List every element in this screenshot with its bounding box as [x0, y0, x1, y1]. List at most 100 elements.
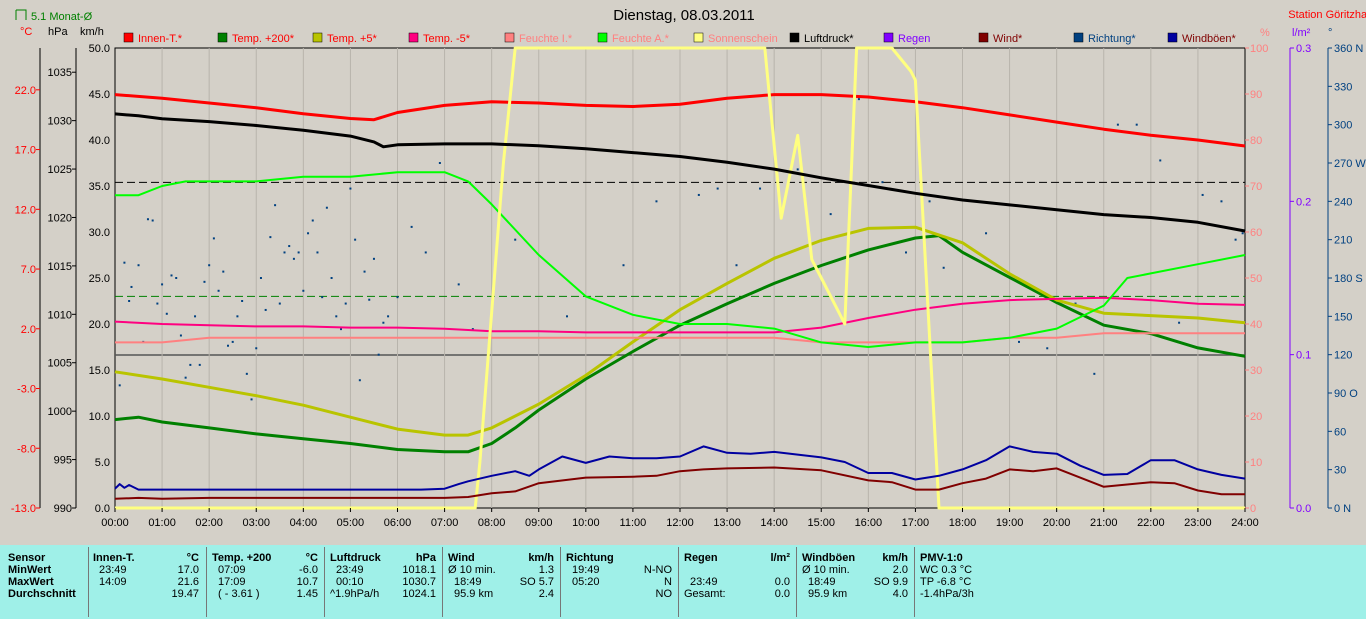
richtung-point: [796, 168, 799, 171]
footer-value: N-NO: [643, 564, 672, 576]
richtung-point: [566, 315, 568, 318]
footer-col-innen: Innen-T. °C 23:49 17.0 14:09 21.6 19.47: [93, 552, 203, 618]
richtung-point: [759, 187, 762, 190]
degree-tick-label: 240: [1334, 196, 1352, 208]
richtung-point: [203, 280, 206, 283]
series-luftdruck: [114, 112, 1246, 233]
richtung-point: [165, 312, 168, 315]
footer-unit: l/m²: [770, 552, 790, 564]
footer-value: 4.0: [892, 588, 908, 600]
footer-value: 0.0: [774, 576, 790, 588]
footer-value: 10.7: [296, 576, 318, 588]
x-tick-label: 04:00: [290, 517, 318, 529]
footer-header: Innen-T.: [93, 552, 135, 564]
celsius-tick-label: 22.0: [15, 85, 36, 97]
degree-tick-label: 90 O: [1334, 388, 1358, 400]
richtung-point: [622, 264, 625, 267]
footer-time: 00:10: [336, 576, 364, 588]
richtung-point: [283, 251, 286, 254]
unit-lm2: l/m²: [1292, 27, 1311, 39]
legend-label: Luftdruck*: [804, 33, 854, 45]
legend-swatch: [123, 32, 134, 43]
richtung-point: [1201, 193, 1204, 196]
richtung-point: [307, 232, 310, 235]
richtung-point: [942, 266, 945, 269]
x-tick-label: 09:00: [525, 517, 553, 529]
kmh-tick-label: 5.0: [95, 457, 110, 469]
kmh-tick-label: 30.0: [89, 227, 110, 239]
richtung-point: [857, 98, 860, 101]
hpa-tick-label: 1000: [48, 406, 72, 418]
richtung-point: [905, 251, 907, 254]
footer-value: 1.45: [296, 588, 318, 600]
hpa-tick-label: 1010: [48, 309, 72, 321]
legend-label: Feuchte I.*: [519, 33, 573, 45]
richtung-point: [363, 270, 366, 273]
legend-label: Wind*: [993, 33, 1023, 45]
legend-label: Temp. +5*: [327, 33, 378, 45]
series-temp-5: [114, 225, 1246, 437]
percent-tick-label: 10: [1250, 457, 1262, 469]
richtung-point: [985, 232, 988, 235]
degree-tick-label: 360 N: [1334, 43, 1363, 55]
hpa-tick-label: 1035: [48, 67, 72, 79]
richtung-point: [288, 245, 291, 248]
richtung-point: [382, 321, 385, 324]
kmh-tick-label: 10.0: [89, 411, 110, 423]
richtung-point: [151, 219, 154, 222]
legend-item: Feuchte I.*: [504, 32, 573, 45]
richtung-point: [222, 270, 225, 273]
series-innen-t: [114, 93, 1246, 148]
footer-time: 23:49: [336, 564, 364, 576]
stats-footer: Sensor MinWert MaxWert Durchschnitt Inne…: [0, 545, 1366, 619]
richtung-point: [130, 285, 133, 288]
x-tick-label: 05:00: [337, 517, 365, 529]
footer-time: 95.9 km: [808, 588, 848, 600]
weather-chart: 22.017.012.07.02.0-3.0-8.0-13.0103510301…: [11, 7, 1366, 529]
richtung-point: [212, 237, 215, 240]
legend-item: Innen-T.*: [123, 32, 183, 45]
hpa-tick-label: 995: [54, 455, 72, 467]
legend-item: Wind*: [978, 32, 1023, 45]
footer-time: 17:09: [218, 576, 246, 588]
legend-label: Windböen*: [1182, 33, 1237, 45]
richtung-point: [264, 308, 267, 311]
footer-time: 19:49: [572, 564, 600, 576]
richtung-point: [1018, 340, 1020, 343]
x-tick-label: 20:00: [1043, 517, 1071, 529]
footer-time: Gesamt:: [684, 588, 726, 600]
series-windb-en: [114, 445, 1246, 491]
richtung-point: [424, 251, 427, 254]
x-tick-label: 22:00: [1137, 517, 1165, 529]
footer-value: 2.4: [538, 588, 554, 600]
richtung-point: [217, 289, 220, 292]
footer-unit: km/h: [528, 552, 554, 564]
hpa-tick-label: 1020: [48, 212, 72, 224]
footer-value: NO: [655, 588, 673, 600]
richtung-point: [1116, 123, 1119, 126]
footer-value: 0.0: [774, 588, 790, 600]
hpa-tick-label: 1015: [48, 261, 72, 273]
unit-degree: °: [1328, 27, 1332, 39]
hpa-tick-label: 1030: [48, 116, 72, 128]
richtung-point: [697, 193, 700, 196]
richtung-point: [231, 340, 234, 343]
footer-time: 23:49: [690, 576, 718, 588]
richtung-point: [1241, 232, 1244, 235]
footer-time: 18:49: [454, 576, 482, 588]
degree-tick-label: 180 S: [1334, 273, 1363, 285]
richtung-point: [156, 302, 159, 305]
richtung-point: [198, 363, 201, 366]
percent-tick-label: 30: [1250, 365, 1262, 377]
legend-swatch: [217, 32, 228, 43]
percent-tick-label: 40: [1250, 319, 1262, 331]
legend-item: Temp. +5*: [312, 32, 378, 45]
richtung-point: [829, 213, 832, 216]
richtung-point: [118, 384, 121, 387]
legend-swatch: [1167, 32, 1178, 43]
footer-time: 07:09: [218, 564, 246, 576]
richtung-point: [269, 236, 272, 239]
legend-item: Sonnenschein: [693, 32, 778, 45]
footer-col-sensor: Sensor MinWert MaxWert Durchschnitt: [8, 552, 88, 618]
richtung-point: [471, 328, 474, 331]
